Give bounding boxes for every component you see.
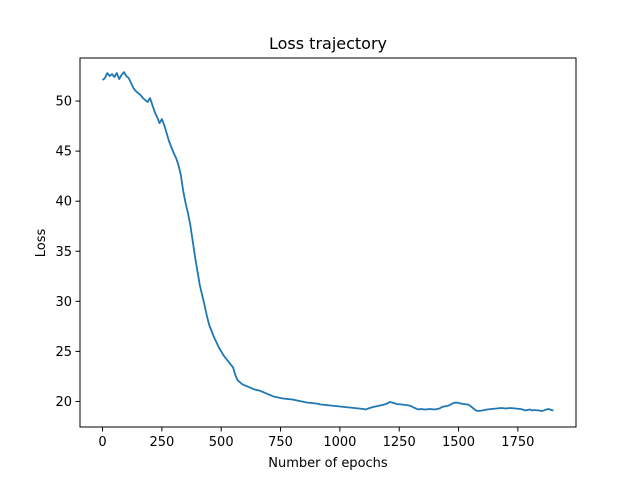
x-tick-label: 250 bbox=[149, 435, 174, 450]
axes-frame bbox=[79, 57, 577, 428]
plot-layer bbox=[101, 71, 554, 412]
y-tick-label: 20 bbox=[55, 395, 72, 410]
y-tick-label: 35 bbox=[55, 245, 72, 260]
y-tick-label: 30 bbox=[55, 295, 72, 310]
x-tick-label: 1000 bbox=[323, 435, 356, 450]
chart-title: Loss trajectory bbox=[269, 34, 387, 53]
loss-series-line bbox=[101, 71, 554, 412]
y-tick-label: 45 bbox=[55, 145, 72, 160]
x-tick-label: 1750 bbox=[501, 435, 534, 450]
x-tick-label: 1250 bbox=[383, 435, 416, 450]
x-tick-label: 1500 bbox=[442, 435, 475, 450]
y-tick-label: 25 bbox=[55, 345, 72, 360]
y-tick-label: 50 bbox=[55, 95, 72, 110]
y-axis-label: Loss bbox=[34, 229, 49, 258]
x-axis-label: Number of epochs bbox=[268, 456, 388, 471]
x-tick-label: 0 bbox=[98, 435, 106, 450]
y-tick-label: 40 bbox=[55, 195, 72, 210]
x-tick-label: 750 bbox=[268, 435, 293, 450]
x-tick-label: 500 bbox=[209, 435, 234, 450]
tick-layer: 0 250 500 750 1000 1250 1500 1750 20 25 30 35 40 45 50 bbox=[55, 95, 534, 450]
